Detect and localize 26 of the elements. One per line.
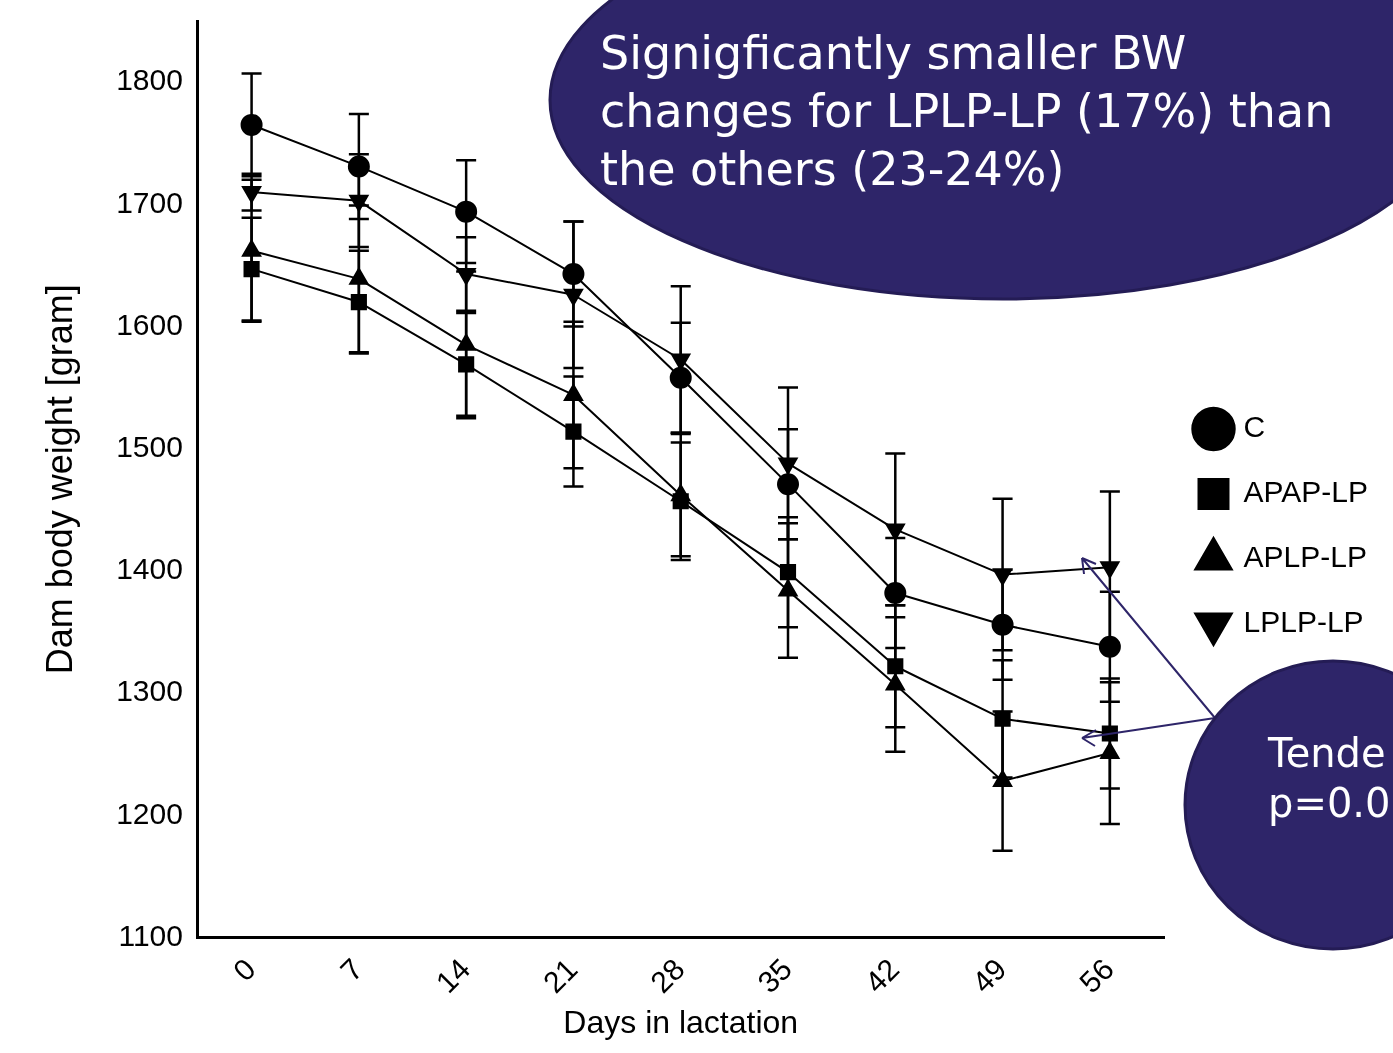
y-tick-label: 1700	[116, 185, 183, 219]
legend-label: C	[1243, 410, 1266, 444]
y-tick-label: 1800	[116, 63, 183, 97]
x-tick-label: 28	[643, 952, 691, 999]
y-tick-label: 1500	[116, 429, 183, 463]
x-tick-label: 49	[965, 952, 1013, 999]
legend-label: LPLP-LP	[1243, 605, 1364, 639]
x-tick-label: 21	[536, 952, 584, 999]
text: Tende p=0.0	[1268, 729, 1391, 828]
y-axis-title: Dam body weight [gram]	[38, 284, 80, 675]
y-tick-label: 1600	[116, 307, 183, 341]
legend-label: APAP-LP	[1243, 475, 1368, 509]
x-tick-label: 42	[858, 952, 906, 999]
x-tick-label: 0	[226, 952, 262, 988]
annotation: Signigficantly smaller BW changes for LPLP-LP (17%) than the others (23-24%)	[600, 25, 1335, 198]
y-tick-label: 1200	[116, 796, 183, 830]
y-tick-label: 1400	[116, 552, 183, 586]
x-axis-title: Days in lactation	[563, 1003, 799, 1040]
x-tick-label: 14	[429, 952, 477, 999]
y-tick-label: 1300	[116, 674, 183, 708]
y-tick-label: 1100	[118, 918, 183, 952]
x-tick-label: 35	[751, 952, 799, 999]
x-tick-label: 7	[333, 952, 369, 988]
legend-label: APLP-LP	[1243, 540, 1367, 574]
point	[777, 473, 800, 496]
x-tick-label: 56	[1073, 952, 1120, 999]
